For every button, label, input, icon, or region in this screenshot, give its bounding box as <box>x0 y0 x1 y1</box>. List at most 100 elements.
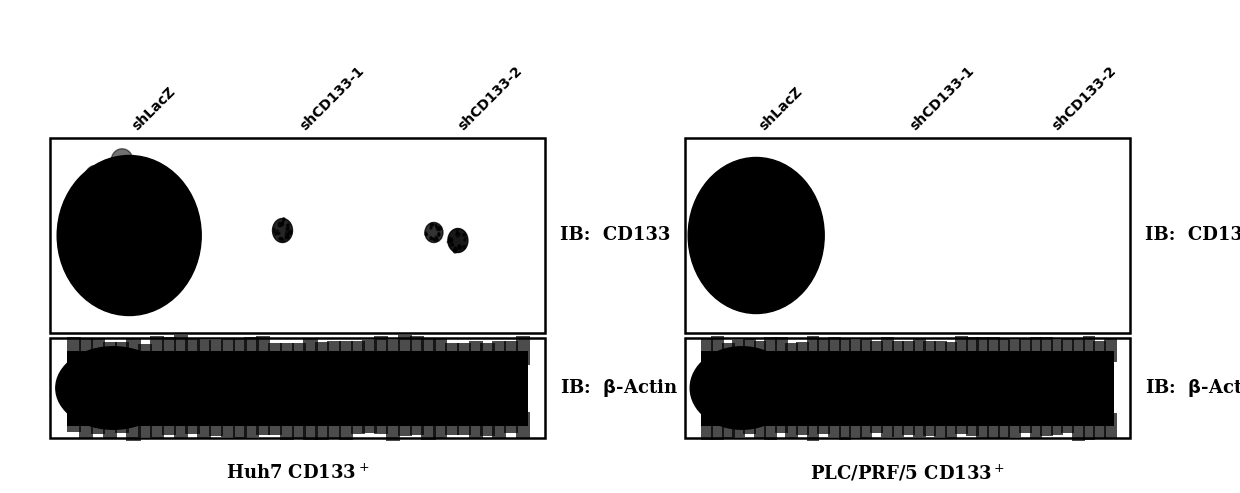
Ellipse shape <box>438 229 440 231</box>
Bar <box>79 338 93 363</box>
Bar <box>362 340 377 361</box>
Ellipse shape <box>454 249 455 252</box>
Bar <box>955 418 968 434</box>
Bar <box>775 337 787 364</box>
Text: shLacZ: shLacZ <box>129 84 177 133</box>
Bar <box>701 411 713 440</box>
Bar <box>1040 337 1053 364</box>
Bar <box>1040 415 1053 436</box>
Ellipse shape <box>172 213 187 242</box>
Ellipse shape <box>435 224 436 227</box>
Bar <box>197 340 211 360</box>
Bar <box>838 411 851 440</box>
Ellipse shape <box>289 230 291 235</box>
Ellipse shape <box>285 234 288 237</box>
Bar <box>684 138 1130 333</box>
Bar <box>712 336 724 365</box>
Text: shCD133-1: shCD133-1 <box>298 64 367 133</box>
Bar <box>892 414 904 437</box>
Bar <box>892 341 904 360</box>
Bar <box>516 336 529 365</box>
Ellipse shape <box>439 233 440 236</box>
Bar <box>374 336 388 365</box>
Ellipse shape <box>430 227 432 229</box>
Bar <box>880 337 894 364</box>
Bar <box>67 351 528 425</box>
Bar <box>210 340 223 361</box>
Bar <box>1083 411 1095 440</box>
Ellipse shape <box>150 258 166 270</box>
Bar <box>903 416 915 435</box>
Bar <box>492 413 506 438</box>
Bar <box>362 418 377 433</box>
Bar <box>304 411 317 440</box>
Text: Huh7 CD133$^+$: Huh7 CD133$^+$ <box>226 464 370 483</box>
Bar <box>409 336 424 365</box>
Ellipse shape <box>425 222 443 243</box>
Bar <box>221 338 234 363</box>
Bar <box>114 342 129 359</box>
Ellipse shape <box>165 226 191 243</box>
Bar <box>998 413 1011 438</box>
Bar <box>315 342 330 359</box>
Ellipse shape <box>274 228 275 232</box>
Bar <box>859 413 873 438</box>
Ellipse shape <box>781 211 801 224</box>
Ellipse shape <box>434 238 438 241</box>
Ellipse shape <box>438 227 441 230</box>
Bar <box>456 416 471 435</box>
Ellipse shape <box>701 227 711 237</box>
Ellipse shape <box>107 168 134 183</box>
Ellipse shape <box>438 227 441 230</box>
Text: shCD133-1: shCD133-1 <box>908 64 977 133</box>
Ellipse shape <box>281 223 283 225</box>
Ellipse shape <box>448 241 451 243</box>
Text: shCD133-2: shCD133-2 <box>456 64 526 133</box>
Bar <box>722 344 734 357</box>
Bar <box>480 415 495 436</box>
Ellipse shape <box>773 175 797 200</box>
Bar <box>945 342 957 359</box>
Ellipse shape <box>274 232 275 234</box>
Ellipse shape <box>288 223 289 227</box>
Ellipse shape <box>454 248 456 253</box>
Ellipse shape <box>719 264 737 275</box>
Bar <box>433 339 448 362</box>
Bar <box>268 416 283 435</box>
Bar <box>934 414 947 437</box>
Bar <box>291 343 306 358</box>
Ellipse shape <box>273 218 293 243</box>
Bar <box>1104 413 1116 438</box>
Bar <box>197 413 211 438</box>
Bar <box>1104 339 1116 362</box>
Ellipse shape <box>691 347 794 429</box>
Ellipse shape <box>456 230 458 232</box>
Ellipse shape <box>463 234 465 236</box>
Ellipse shape <box>430 223 434 227</box>
Bar <box>987 414 999 438</box>
Ellipse shape <box>285 236 289 239</box>
Bar <box>91 339 105 362</box>
Bar <box>754 341 766 360</box>
Bar <box>91 417 105 434</box>
Bar <box>280 343 294 358</box>
Bar <box>351 417 365 434</box>
Ellipse shape <box>139 170 167 191</box>
Bar <box>764 411 777 440</box>
Bar <box>67 337 82 364</box>
Bar <box>445 344 459 357</box>
Ellipse shape <box>162 242 188 251</box>
Bar <box>161 416 176 435</box>
Ellipse shape <box>228 354 459 422</box>
Bar <box>1029 337 1043 364</box>
Bar <box>221 414 234 437</box>
Bar <box>945 413 957 438</box>
Bar <box>161 337 176 364</box>
Ellipse shape <box>458 246 461 249</box>
Bar <box>976 412 990 439</box>
Bar <box>480 344 495 357</box>
Bar <box>1050 416 1064 435</box>
Text: shCD133-2: shCD133-2 <box>1050 64 1120 133</box>
Ellipse shape <box>449 239 450 242</box>
Ellipse shape <box>56 347 171 429</box>
